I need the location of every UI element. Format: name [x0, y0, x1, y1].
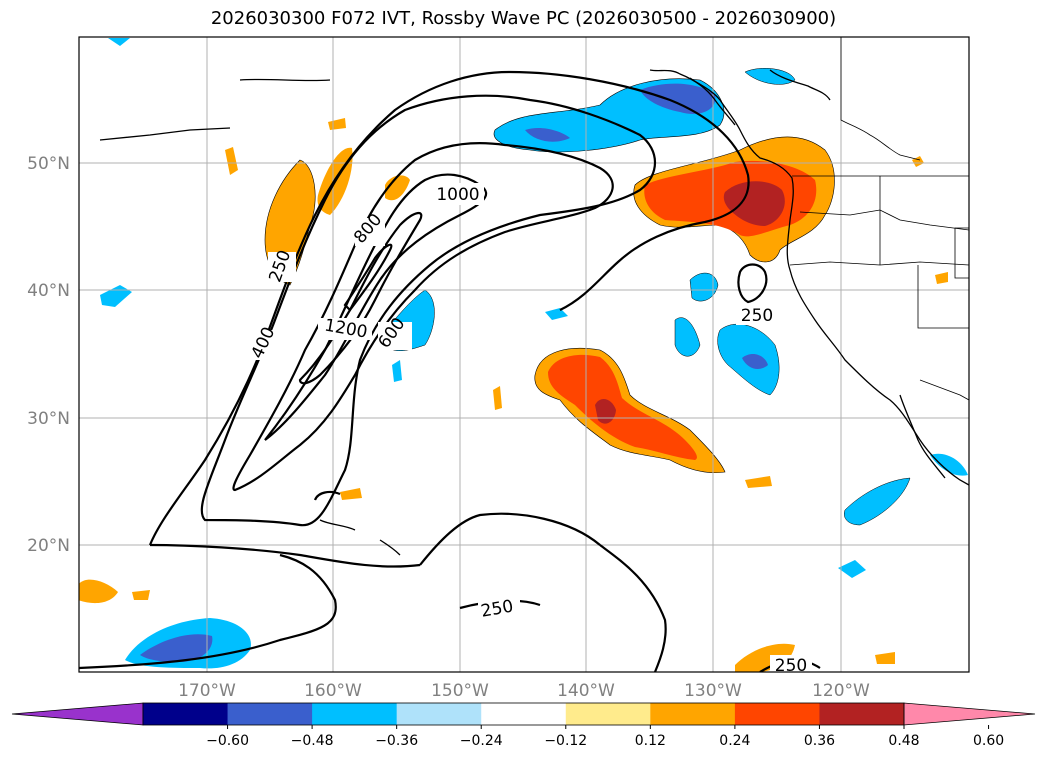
colorbar-tick-label: 0.60	[973, 733, 1004, 749]
lon-label: 150°W	[431, 681, 489, 701]
colorbar-extend-high	[903, 702, 1036, 726]
ivt-contours	[79, 70, 821, 672]
contour-label: 250	[775, 656, 807, 676]
anomaly-shading	[79, 38, 968, 672]
colorbar-tick-label: −0.12	[544, 733, 587, 749]
lon-label: 140°W	[557, 681, 615, 701]
colorbar-segment	[396, 703, 482, 725]
colorbar-tick-label: −0.36	[375, 733, 418, 749]
colorbar-segment	[481, 703, 567, 725]
colorbar-tick-label: 0.48	[888, 733, 919, 749]
contour-label: 1000	[436, 185, 479, 205]
colorbar-segment	[650, 703, 736, 725]
colorbar-tick-label: 0.12	[635, 733, 666, 749]
contour-label: 250	[741, 306, 773, 326]
colorbar-tick-label: −0.48	[291, 733, 334, 749]
colorbar-extend-low	[11, 702, 144, 726]
contour-label-backing	[252, 183, 812, 672]
map-title: 2026030300 F072 IVT, Rossby Wave PC (202…	[210, 8, 837, 29]
political-borders	[789, 37, 969, 401]
lon-label: 170°W	[178, 681, 236, 701]
lat-label: 20°N	[27, 536, 70, 556]
colorbar: −0.60 −0.48 −0.36 −0.24 −0.12 0.12 0.24 0.36 0.4…	[11, 702, 1036, 749]
colorbar-tick-label: −0.24	[460, 733, 503, 749]
colorbar-tick-label: −0.60	[206, 733, 249, 749]
colorbar-segment	[819, 703, 905, 725]
colorbar-segment	[312, 703, 398, 725]
colorbar-segment	[734, 703, 820, 725]
colorbar-segment	[143, 703, 229, 725]
colorbar-tick-label: 0.24	[719, 733, 750, 749]
lon-label: 160°W	[304, 681, 362, 701]
lon-label: 130°W	[684, 681, 742, 701]
colorbar-segment	[227, 703, 313, 725]
colorbar-outline	[142, 702, 905, 726]
lat-label: 30°N	[27, 409, 70, 429]
map-frame	[78, 36, 970, 673]
graticule	[79, 37, 969, 672]
lat-label: 50°N	[27, 154, 70, 174]
coastlines	[99, 69, 969, 556]
colorbar-segment	[565, 703, 651, 725]
lon-label: 120°W	[812, 681, 870, 701]
colorbar-tick-label: 0.36	[804, 733, 835, 749]
lat-label: 40°N	[27, 281, 70, 301]
